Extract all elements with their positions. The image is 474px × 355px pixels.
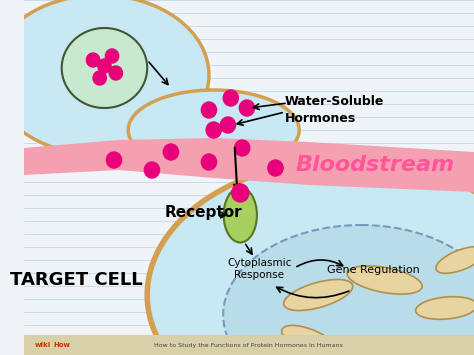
Ellipse shape xyxy=(0,0,209,155)
Ellipse shape xyxy=(436,247,474,273)
Circle shape xyxy=(201,102,217,118)
Text: How: How xyxy=(53,342,70,348)
Ellipse shape xyxy=(128,90,299,170)
Circle shape xyxy=(105,49,118,63)
Circle shape xyxy=(223,90,238,106)
Circle shape xyxy=(235,140,250,156)
Text: TARGET CELL: TARGET CELL xyxy=(9,271,142,289)
Ellipse shape xyxy=(62,28,147,108)
Text: Cytoplasmic
Response: Cytoplasmic Response xyxy=(227,258,292,280)
Ellipse shape xyxy=(147,160,474,355)
Ellipse shape xyxy=(282,326,336,355)
Ellipse shape xyxy=(224,187,257,242)
Text: How to Study the Functions of Protein Hormones in Humans: How to Study the Functions of Protein Ho… xyxy=(155,343,343,348)
Text: Water-Soluble
Hormones: Water-Soluble Hormones xyxy=(285,95,384,125)
Circle shape xyxy=(164,144,179,160)
Ellipse shape xyxy=(416,297,474,319)
Ellipse shape xyxy=(347,266,422,294)
Ellipse shape xyxy=(157,169,474,355)
Text: Receptor: Receptor xyxy=(164,206,242,220)
Circle shape xyxy=(220,117,236,133)
Circle shape xyxy=(145,162,160,178)
Circle shape xyxy=(106,152,121,168)
FancyBboxPatch shape xyxy=(24,335,474,355)
Text: Gene Regulation: Gene Regulation xyxy=(327,265,419,275)
Circle shape xyxy=(268,160,283,176)
Circle shape xyxy=(93,71,106,85)
Circle shape xyxy=(98,59,111,73)
Circle shape xyxy=(206,122,221,138)
Ellipse shape xyxy=(283,279,353,311)
Circle shape xyxy=(86,53,100,67)
Circle shape xyxy=(109,66,122,80)
Polygon shape xyxy=(24,138,474,192)
Circle shape xyxy=(232,184,249,202)
Circle shape xyxy=(201,154,217,170)
Circle shape xyxy=(239,100,255,116)
Text: Bloodstream: Bloodstream xyxy=(296,155,455,175)
Ellipse shape xyxy=(223,225,474,355)
Text: wiki: wiki xyxy=(35,342,51,348)
Text: Nucleus: Nucleus xyxy=(341,338,409,353)
